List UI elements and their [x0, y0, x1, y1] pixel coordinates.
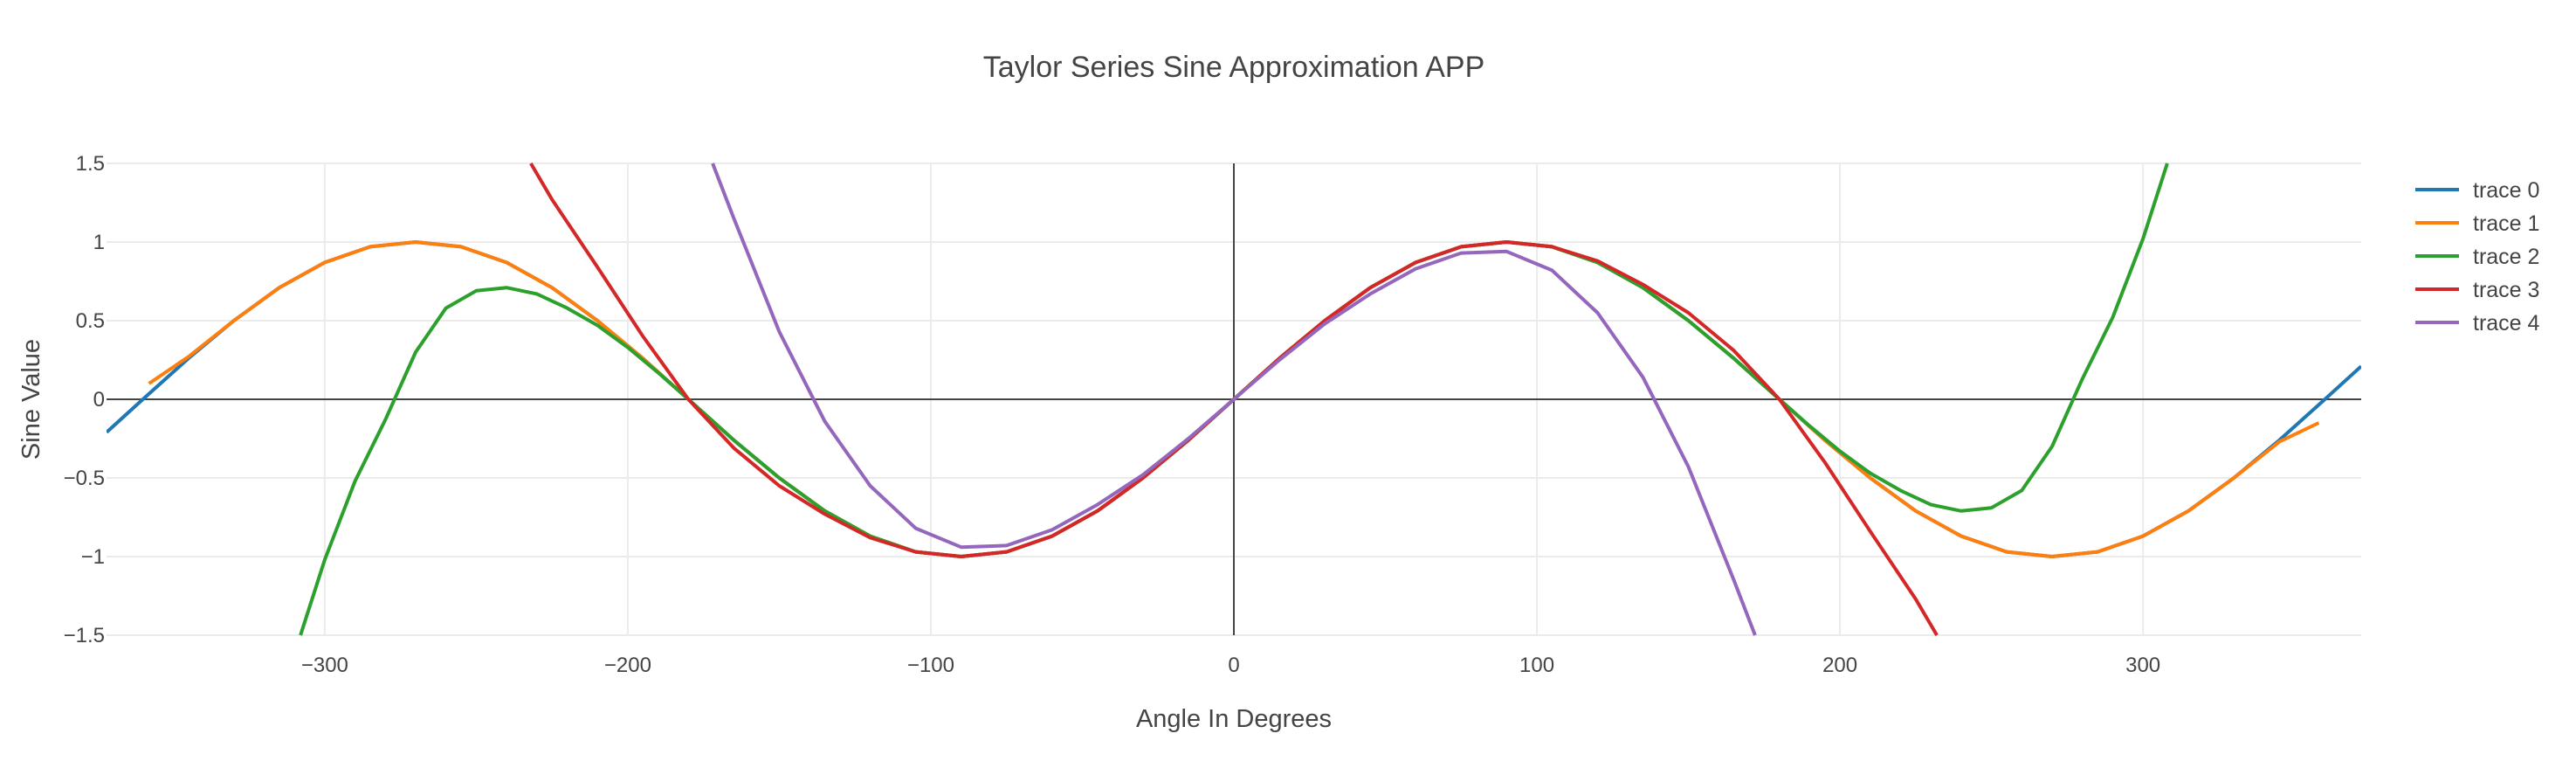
y-tick-label: −0.5 — [64, 467, 105, 490]
chart-title: Taylor Series Sine Approximation APP — [983, 51, 1485, 84]
y-tick-label: 0.5 — [76, 309, 105, 333]
series-line-4[interactable] — [711, 163, 1757, 636]
x-tick-label: 0 — [1228, 654, 1239, 677]
x-tick-label: −200 — [604, 654, 651, 677]
series-layer — [107, 162, 2361, 637]
legend-label-3[interactable]: trace 3 — [2473, 278, 2539, 302]
y-tick-label: −1.5 — [64, 624, 105, 647]
x-tick-label: 100 — [1519, 654, 1554, 677]
y-tick-label: 1.5 — [76, 152, 105, 176]
legend: trace 0 trace 1 trace 2 trace 3 trace 4 — [2415, 178, 2540, 336]
legend-label-2[interactable]: trace 2 — [2473, 245, 2539, 269]
x-tick-label: −300 — [301, 654, 348, 677]
legend-label-1[interactable]: trace 1 — [2473, 211, 2539, 236]
x-tick-label: 200 — [1822, 654, 1857, 677]
y-tick-label: 0 — [93, 388, 105, 412]
x-axis-title: Angle In Degrees — [1136, 705, 1332, 733]
tick-labels: −300 −200 −100 0 100 200 300 −1.5 −1 −0.5 0 0.5 1 1.5 — [64, 152, 2161, 677]
legend-label-0[interactable]: trace 0 — [2473, 178, 2539, 203]
y-axis-title: Sine Value — [17, 339, 45, 460]
x-tick-label: −100 — [907, 654, 954, 677]
y-tick-label: −1 — [81, 545, 105, 569]
legend-label-4[interactable]: trace 4 — [2473, 311, 2540, 336]
y-tick-label: 1 — [93, 231, 105, 254]
x-tick-label: 300 — [2125, 654, 2160, 677]
